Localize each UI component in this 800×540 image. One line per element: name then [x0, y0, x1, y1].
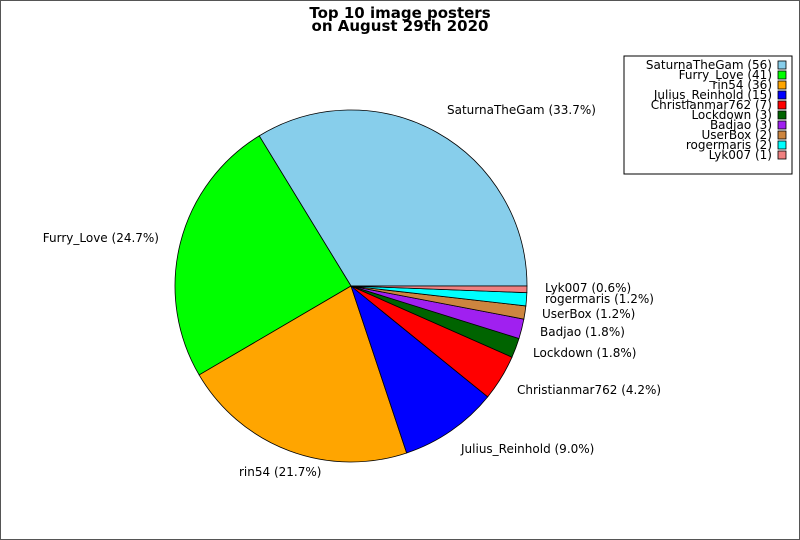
pie-slice-furry_love: [174, 135, 352, 376]
legend-entry-julius_reinhold: Julius_Reinhold (15): [653, 88, 772, 102]
slice-label-lockdown: Lockdown (1.8%): [533, 346, 636, 360]
slice-label-julius_reinhold: Julius_Reinhold (9.0%): [460, 442, 594, 456]
chart-title-line-1: Top 10 image posters: [309, 4, 490, 22]
slice-labels: SaturnaTheGam (33.7%) Furry_Love (24.7%) r…: [43, 103, 661, 479]
slice-label-saturnathegam: SaturnaTheGam (33.7%): [447, 103, 596, 117]
legend-entry-lyk007: Lyk007 (1): [709, 148, 772, 162]
slice-label-userbox: UserBox (1.2%): [542, 307, 635, 321]
legend-swatch-rin54: [777, 80, 787, 90]
slice-label-badjao: Badjao (1.8%): [540, 325, 625, 339]
pie-slice-saturnathegam: [258, 109, 528, 287]
legend-swatch-lockdown: [777, 110, 787, 120]
slice-label-rogermaris: rogermaris (1.2%): [545, 292, 654, 306]
legend-entry-furry_love: Furry_Love (41): [679, 68, 772, 82]
legend-swatch-rogermaris: [777, 140, 787, 150]
legend: SaturnaTheGam (56)Furry_Love (41)rin54 (…: [623, 55, 793, 175]
pie-slice-julius_reinhold: [350, 284, 489, 454]
legend-entry-rogermaris: rogermaris (2): [686, 138, 772, 152]
legend-box: [623, 55, 793, 175]
legend-entry-lockdown: Lockdown (3): [691, 108, 772, 122]
legend-swatch-julius_reinhold: [777, 90, 787, 100]
slice-label-furry_love: Furry_Love (24.7%): [43, 231, 159, 245]
legend-swatch-christianmar762: [777, 100, 787, 110]
legend-swatch-saturnathegam: [777, 60, 787, 70]
legend-entry-userbox: UserBox (2): [702, 128, 772, 142]
legend-entry-rin54: rin54 (36): [712, 78, 772, 92]
pie-slice-rin54: [198, 285, 408, 463]
chart-title-line-2: on August 29th 2020: [312, 17, 489, 35]
legend-swatch-furry_love: [777, 70, 787, 80]
legend-swatch-lyk007: [777, 150, 787, 160]
pie-slice-lyk007: [350, 285, 528, 294]
legend-swatch-badjao: [777, 120, 787, 130]
legend-entry-badjao: Badjao (3): [710, 118, 772, 132]
legend-entry-saturnathegam: SaturnaTheGam (56): [646, 58, 772, 72]
legend-entry-christianmar762: Christianmar762 (7): [651, 98, 772, 112]
slice-label-rin54: rin54 (21.7%): [239, 465, 321, 479]
slice-label-christianmar762: Christianmar762 (4.2%): [517, 383, 661, 397]
pie-slices: [174, 109, 528, 463]
legend-swatch-userbox: [777, 130, 787, 140]
slice-label-lyk007: Lyk007 (0.6%): [545, 281, 631, 295]
